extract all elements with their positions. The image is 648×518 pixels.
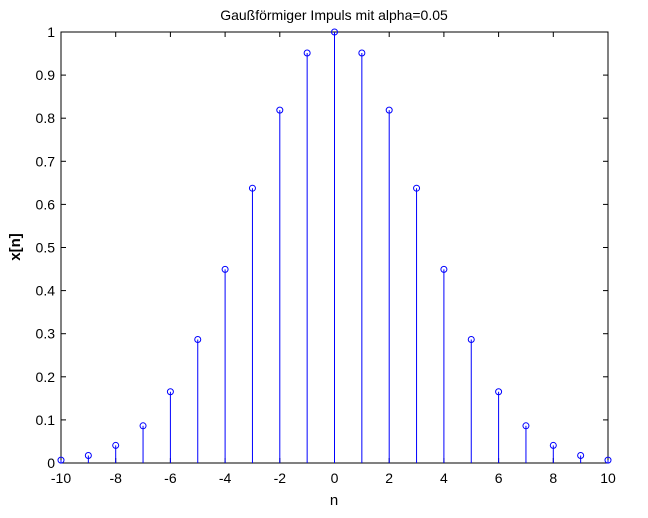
y-tick-label: 0.6	[36, 196, 56, 212]
chart-title: Gaußförmiger Impuls mit alpha=0.05	[220, 7, 448, 23]
stem-marker	[276, 106, 284, 114]
stem-marker	[194, 336, 202, 344]
y-tick-label: 0.4	[36, 283, 56, 299]
x-tick-label: 10	[600, 470, 616, 486]
y-tick-label: 0.2	[36, 369, 56, 385]
x-tick-label: 4	[440, 470, 448, 486]
x-tick-label: -2	[274, 470, 287, 486]
plot-area: -10 -8 -6 -4 -2 0 2 4 6 8 10 0 0.1 0.2 0.3 0.4 0.5 0.6 0.7…	[36, 24, 616, 486]
stem-marker	[139, 422, 147, 430]
x-tick-label: 6	[495, 470, 503, 486]
stem-marker	[495, 388, 503, 396]
x-tick-label: -8	[109, 470, 122, 486]
stem-marker	[358, 49, 366, 57]
stem-marker	[413, 184, 421, 192]
stem-marker	[385, 106, 393, 114]
stem-marker	[440, 265, 448, 273]
y-tick-label: 0.7	[36, 153, 56, 169]
x-tick-label: -6	[164, 470, 177, 486]
stem-marker	[604, 456, 612, 464]
stem-marker	[248, 184, 256, 192]
stem-marker	[221, 265, 229, 273]
stem-marker	[522, 422, 530, 430]
y-tick-label: 0.8	[36, 110, 56, 126]
y-tick-label: 0.5	[36, 240, 56, 256]
stem-marker	[112, 441, 120, 449]
stem-marker	[84, 452, 92, 460]
y-tick-label: 0.1	[36, 412, 56, 428]
y-tick-label: 0	[47, 455, 55, 471]
y-tick-label: 1	[47, 24, 55, 40]
x-tick-label: -4	[219, 470, 232, 486]
y-axis-label: x[n]	[7, 233, 24, 261]
stem-marker	[331, 28, 338, 36]
y-tick-label: 0.9	[36, 67, 56, 83]
x-axis-label: n	[330, 492, 338, 509]
x-tick-label: -10	[51, 470, 71, 486]
stem-marker	[57, 456, 65, 464]
x-tick-label: 8	[549, 470, 557, 486]
x-tick-label: 0	[331, 470, 339, 486]
stem-marker	[577, 452, 585, 460]
y-tick-label: 0.3	[36, 326, 56, 342]
stem-marker	[549, 441, 557, 449]
x-tick-label: 2	[385, 470, 393, 486]
stem-marker	[467, 336, 475, 344]
stem-marker	[166, 388, 174, 396]
stem-marker	[303, 49, 311, 57]
